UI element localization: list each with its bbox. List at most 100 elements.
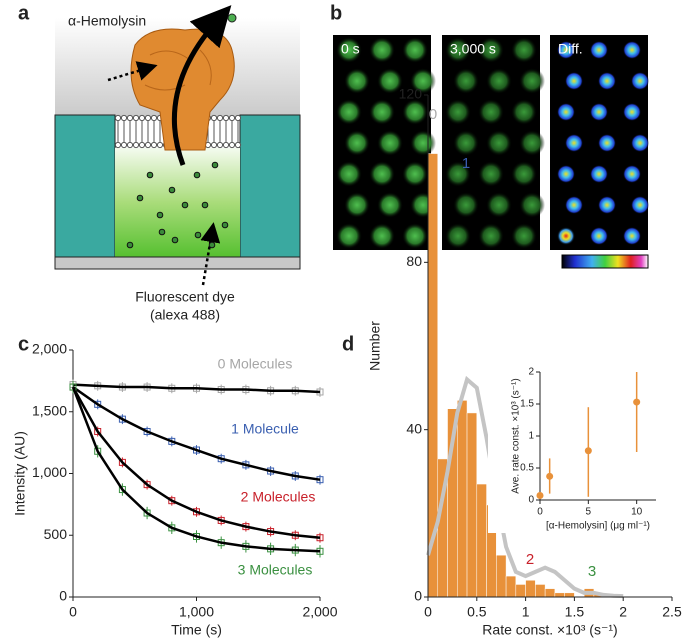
well-spot [377, 192, 403, 218]
bar [515, 584, 526, 598]
colorbar [561, 254, 649, 269]
x-tick-label: 2.5 [662, 604, 682, 620]
peak-label: 1 [462, 155, 470, 172]
dye-name: (alexa 488) [150, 307, 220, 323]
lipid-head [156, 141, 164, 149]
bar [466, 412, 478, 598]
data-point [94, 400, 102, 408]
lipid-head [216, 141, 224, 149]
lipid-head [120, 114, 128, 122]
y-tick-label: 2,000 [32, 341, 67, 357]
lipid-head [144, 114, 152, 122]
well-spot [557, 165, 575, 183]
x-axis-label: Rate const. ×10³ (s⁻¹) [482, 622, 617, 638]
well-spot [336, 99, 362, 125]
frame-label: 3,000 s [450, 41, 496, 57]
bar [496, 554, 507, 598]
data-point [118, 415, 126, 423]
well-spot [511, 223, 537, 249]
x-axis-label: Time (s) [171, 622, 222, 638]
y-tick-label: 1.5 [520, 399, 534, 410]
well-spot [402, 37, 428, 63]
lipid-head [216, 114, 224, 122]
well-spot [623, 165, 641, 183]
well-spot [519, 130, 545, 156]
x-tick-label: 1 [522, 604, 530, 620]
lipid-head [114, 141, 122, 149]
lipid-head [222, 114, 230, 122]
well-spot [557, 227, 575, 245]
y-axis-label: Number [367, 321, 383, 371]
well-spot [344, 68, 370, 94]
x-tick-label: 2,000 [302, 604, 337, 620]
frame-label: 0 s [341, 41, 360, 57]
lipid-head [150, 114, 158, 122]
well-spot [590, 103, 608, 121]
y-tick-label: 500 [44, 526, 68, 542]
data-point [118, 458, 126, 466]
data-point [584, 447, 592, 455]
well-spot [557, 41, 575, 59]
y-tick-label: 1,500 [32, 402, 67, 418]
well-spot [402, 99, 428, 125]
well-spot [590, 41, 608, 59]
dye-molecule [146, 171, 154, 179]
lipid-head [126, 114, 134, 122]
well-spot [369, 99, 395, 125]
panel-label: d [342, 333, 354, 355]
bar [525, 580, 536, 598]
well-spot [486, 130, 512, 156]
lipid-head [144, 141, 152, 149]
data-point [118, 486, 126, 494]
well-spot [486, 192, 512, 218]
panel-label: a [18, 2, 30, 24]
well-spot [453, 192, 479, 218]
well-spot [344, 130, 370, 156]
well-spot [631, 72, 649, 90]
well-spot [598, 134, 616, 152]
lipid-head [234, 114, 242, 122]
well-spot [623, 227, 641, 245]
lipid-head [228, 114, 236, 122]
bar [535, 584, 546, 598]
x-tick-label: 0 [537, 507, 543, 518]
dye-label: Fluorescent dye [135, 289, 235, 305]
fit-line [71, 386, 321, 553]
well-spot [623, 41, 641, 59]
well-spot [565, 72, 583, 90]
well-spot [402, 161, 428, 187]
well-spot [590, 227, 608, 245]
well-spot [402, 223, 428, 249]
dye-molecule [193, 171, 201, 179]
well-spot [519, 68, 545, 94]
well-spot [453, 68, 479, 94]
bar [457, 400, 468, 598]
series-label: 0 Molecules [218, 356, 293, 372]
y-tick-label: 0 [414, 588, 422, 604]
well-spot [478, 223, 504, 249]
well-spot [590, 165, 608, 183]
x-tick-label: 0 [69, 604, 77, 620]
y-tick-label: 40 [406, 420, 422, 436]
x-tick-label: 5 [586, 507, 592, 518]
y-axis-label: Intensity (AU) [12, 431, 28, 516]
well-spot [336, 223, 362, 249]
frame-label: Diff. [558, 41, 583, 57]
well-spot [377, 68, 403, 94]
fit-curve [426, 375, 624, 599]
dye-molecule [168, 186, 176, 194]
fit-line [71, 386, 321, 539]
lipid-head [234, 141, 242, 149]
y-tick-label: 2 [528, 367, 534, 378]
protein-label: α-Hemolysin [68, 13, 146, 29]
data-point [143, 481, 151, 489]
lipid-head [132, 114, 140, 122]
lipid-head [132, 141, 140, 149]
well-spot [377, 130, 403, 156]
y-axis-label: Ave. rate const. ×10³ (s⁻¹) [511, 378, 522, 493]
well-spot [369, 37, 395, 63]
x-tick-label: 1,000 [179, 604, 214, 620]
lipid-head [120, 141, 128, 149]
well-spot [565, 134, 583, 152]
lipid-head [228, 141, 236, 149]
